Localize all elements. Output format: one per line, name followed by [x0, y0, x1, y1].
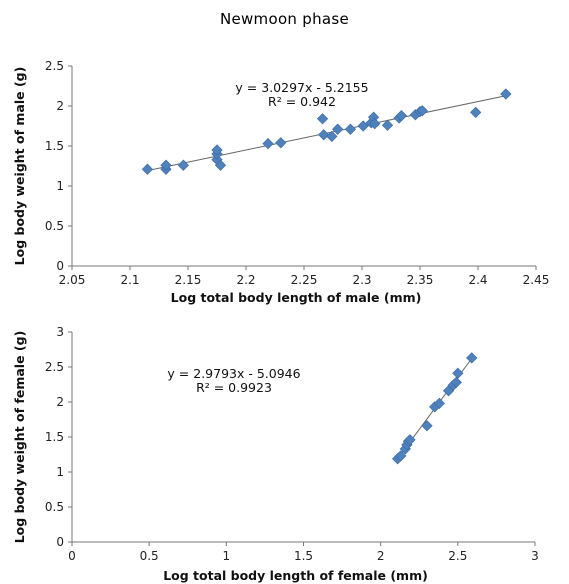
male-x-tick-label: 2.15	[175, 273, 202, 287]
female-y-tick-label: 1.5	[45, 430, 64, 444]
female-y-tick-label: 1	[56, 465, 64, 479]
male-data-point	[416, 105, 428, 117]
female-y-tick-label: 0.5	[45, 500, 64, 514]
female-trendline-equation: y = 2.9793x - 5.0946	[167, 366, 300, 381]
female-y-tick-label: 0	[56, 535, 64, 549]
male-data-point	[381, 119, 394, 131]
female-x-tick-label: 0.5	[140, 549, 159, 563]
male-data-point	[470, 106, 482, 119]
male-trendline-equation: y = 3.0297x - 5.2155	[235, 80, 368, 95]
male-y-tick-label: 0.5	[45, 219, 64, 233]
male-r-squared: R² = 0.942	[268, 94, 336, 109]
male-data-point	[316, 113, 329, 125]
female-data-point	[404, 434, 416, 446]
male-data-point	[369, 117, 381, 130]
male-y-tick-label: 2	[56, 99, 64, 113]
male-x-axis-title: Log total body length of male (mm)	[171, 290, 422, 305]
female-y-tick-label: 2.5	[45, 360, 64, 374]
male-x-tick-label: 2.25	[291, 273, 318, 287]
female-data-point	[450, 376, 462, 389]
female-data-point	[452, 367, 464, 379]
male-length-weight-scatter-chart: 2.05 2.1 2.15 2.2 2.25 2.3 2.35 2.4 2.45 0 0.5 1 1.5…	[12, 59, 550, 305]
male-data-point	[275, 137, 287, 149]
male-data-point	[500, 88, 512, 100]
male-data-point	[318, 129, 330, 141]
male-data-point	[326, 130, 338, 143]
male-x-tick-label: 2.4	[468, 273, 487, 287]
female-x-axis-title: Log total body length of female (mm)	[163, 568, 428, 583]
male-x-tick-label: 2.2	[236, 273, 255, 287]
male-data-point	[357, 120, 369, 132]
male-x-tick-label: 2.1	[120, 273, 139, 287]
male-y-axis-title: Log body weight of male (g)	[12, 67, 27, 266]
female-x-tick-label: 2	[377, 549, 385, 563]
male-data-point	[344, 123, 357, 135]
male-data-point	[177, 159, 189, 171]
male-x-tick-label: 2.3	[352, 273, 371, 287]
female-x-tick-label: 3	[531, 549, 539, 563]
female-data-point	[433, 397, 445, 410]
male-data-point	[332, 123, 344, 135]
male-data-point	[214, 159, 227, 171]
female-x-tick-label: 1	[223, 549, 231, 563]
male-y-tick-label: 0	[56, 259, 64, 273]
female-x-tick-label: 0	[68, 549, 76, 563]
male-x-tick-label: 2.45	[523, 273, 550, 287]
male-data-point	[395, 109, 408, 122]
female-data-point	[395, 450, 407, 462]
male-data-point	[211, 144, 223, 156]
male-data-point	[262, 137, 274, 150]
female-x-tick-label: 2.5	[448, 549, 467, 563]
female-y-axis-title: Log body weight of female (g)	[12, 331, 27, 544]
female-r-squared: R² = 0.9923	[196, 380, 272, 395]
female-y-tick-label: 2	[56, 395, 64, 409]
female-x-tick-label: 1.5	[294, 549, 313, 563]
page-title: Newmoon phase	[219, 10, 350, 28]
male-y-tick-label: 2.5	[45, 59, 64, 73]
male-x-tick-label: 2.35	[407, 273, 434, 287]
female-data-point	[466, 352, 478, 364]
male-data-point	[141, 163, 154, 175]
male-data-point	[160, 159, 172, 171]
male-y-tick-label: 1	[56, 179, 64, 193]
female-y-tick-label: 3	[56, 325, 64, 339]
male-x-tick-label: 2.05	[59, 273, 86, 287]
male-y-tick-label: 1.5	[45, 139, 64, 153]
female-data-point	[421, 420, 433, 432]
